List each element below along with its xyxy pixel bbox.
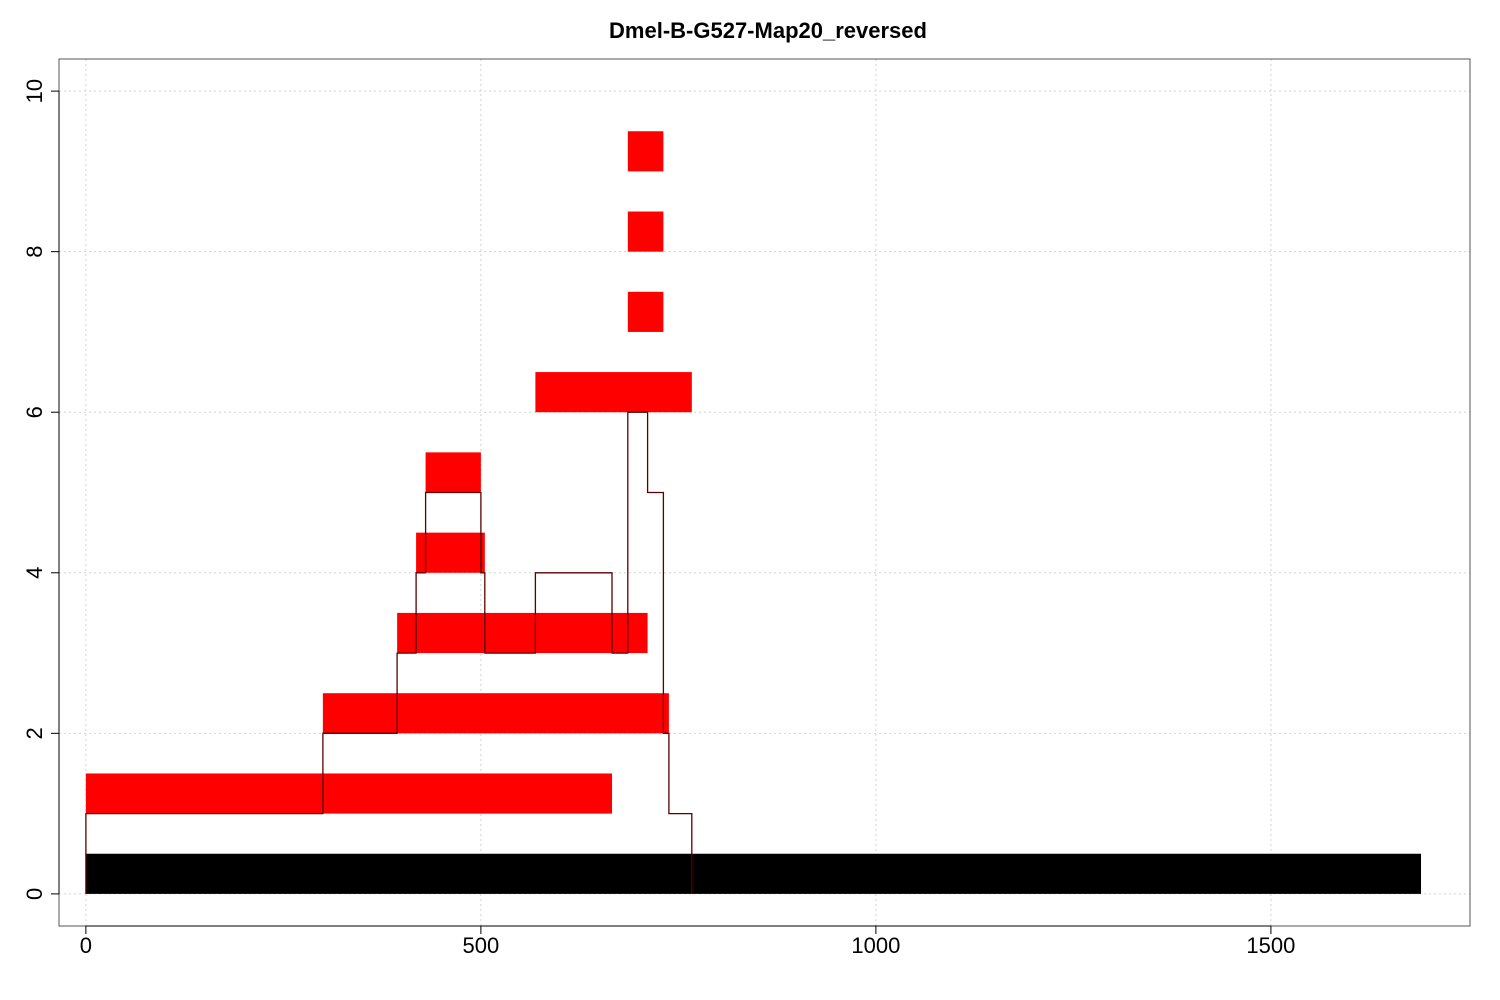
y-tick-label: 10 [22, 79, 47, 103]
y-tick-label: 8 [22, 246, 47, 258]
y-tick-label: 0 [22, 888, 47, 900]
x-tick-label: 500 [463, 933, 500, 958]
coverage-step-line [85, 411, 693, 894]
segment-bar-6 [535, 372, 692, 413]
x-tick-label: 1000 [851, 933, 900, 958]
y-tick-label: 4 [22, 567, 47, 579]
segment-bar-1 [85, 773, 613, 814]
axes: 0 500 1000 1500 0 2 4 6 8 10 [22, 79, 1295, 958]
segment-bar-7 [627, 291, 664, 332]
reference-bar [85, 853, 1422, 894]
segment-bar-5 [425, 452, 481, 493]
y-tick-label: 6 [22, 406, 47, 418]
x-tick-label: 1500 [1246, 933, 1295, 958]
coverage-line-layer [85, 411, 693, 894]
x-tick-label: 0 [80, 933, 92, 958]
segment-bar-8 [627, 211, 664, 252]
y-tick-label: 2 [22, 727, 47, 739]
segments-layer [85, 131, 1422, 894]
chart-title: Dmel-B-G527-Map20_reversed [609, 18, 927, 43]
segment-bar-9 [627, 131, 664, 172]
segment-bar-3 [397, 612, 648, 654]
segment-bar-2 [322, 693, 669, 734]
segment-bar-4 [416, 532, 485, 573]
